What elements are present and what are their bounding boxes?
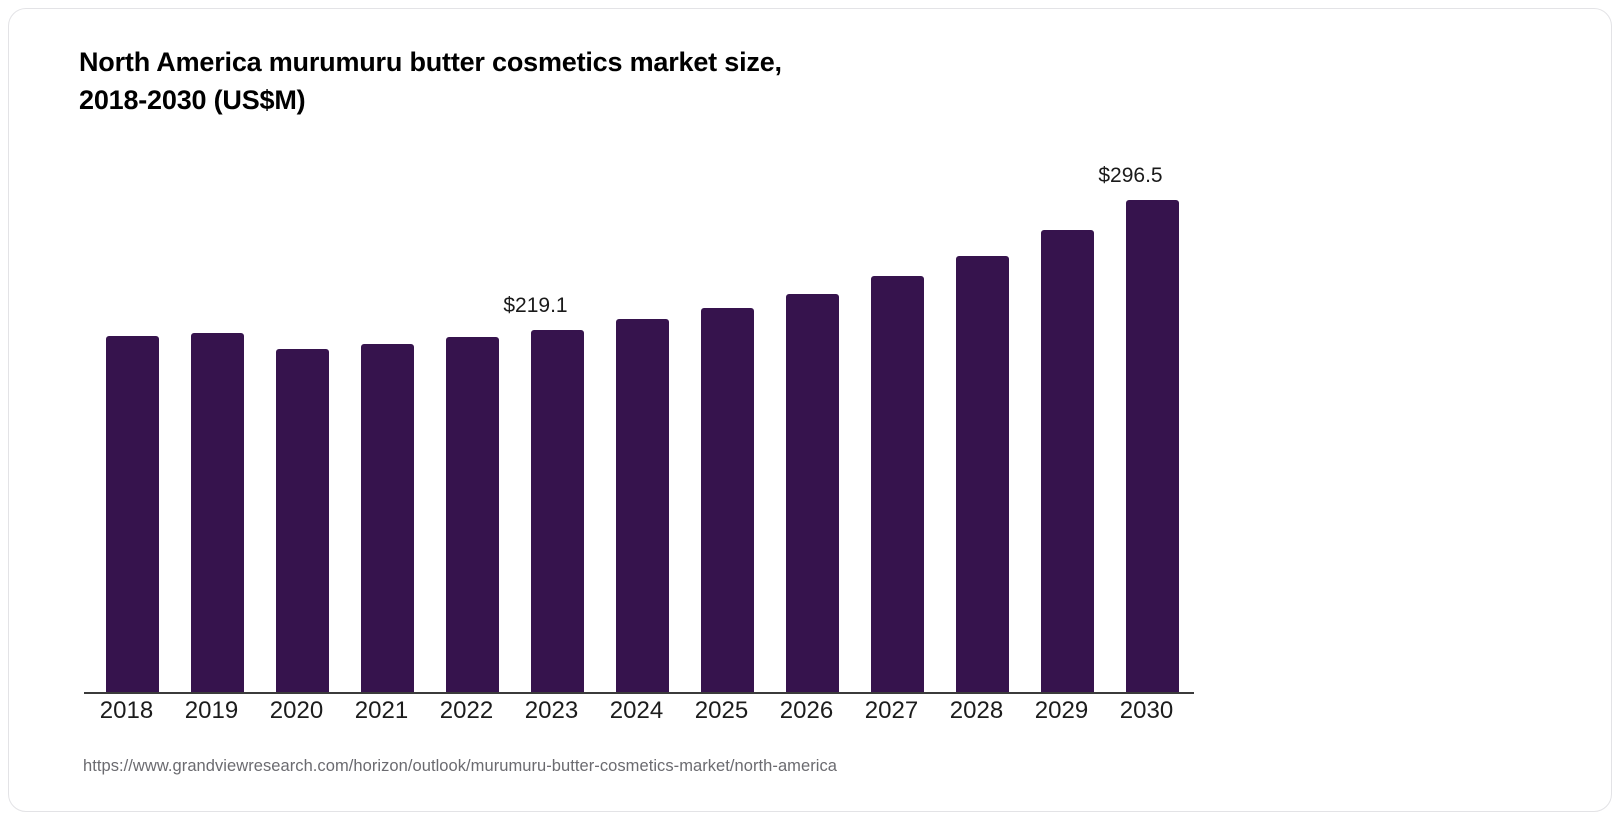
bar-column (594, 149, 679, 692)
bar-column (1019, 149, 1104, 692)
bar-2030[interactable] (1126, 200, 1179, 692)
bar-2024[interactable] (616, 319, 669, 692)
plot-area: $219.1 $296.5 (84, 149, 1199, 694)
source-url[interactable]: https://www.grandviewresearch.com/horizo… (83, 757, 837, 775)
x-tick-2019: 2019 (184, 697, 239, 724)
x-tick-2028: 2028 (949, 697, 1004, 724)
bar-2028[interactable] (956, 256, 1009, 692)
x-tick-2029: 2029 (1034, 697, 1089, 724)
x-tick-2030: 2030 (1119, 697, 1174, 724)
x-tick-2023: 2023 (524, 697, 579, 724)
bar-series: $219.1 $296.5 (84, 149, 1194, 692)
bar-column (424, 149, 509, 692)
bar-2025[interactable] (701, 308, 754, 692)
bar-column: $296.5 (1098, 149, 1189, 692)
x-axis-line (84, 692, 1194, 694)
bar-column (84, 149, 169, 692)
bar-column (764, 149, 849, 692)
bar-column (254, 149, 339, 692)
bar-2021[interactable] (361, 343, 414, 692)
x-tick-2024: 2024 (609, 697, 664, 724)
x-axis-tick-labels: 2018 2019 2020 2021 2022 2023 2024 2025 2026 2027… (84, 697, 1199, 731)
chart-card: North America murumuru butter cosmetics … (8, 8, 1612, 812)
bar-2029[interactable] (1041, 230, 1094, 692)
bar-value-label-2030: $296.5 (1098, 164, 1163, 187)
bar-column (934, 149, 1019, 692)
bar-column (339, 149, 424, 692)
page-title: North America murumuru butter cosmetics … (79, 47, 782, 116)
bar-column (849, 149, 934, 692)
x-tick-2020: 2020 (269, 697, 324, 724)
bar-2020[interactable] (276, 348, 329, 692)
x-tick-2025: 2025 (694, 697, 749, 724)
bar-2018[interactable] (106, 336, 159, 692)
bar-2027[interactable] (871, 276, 924, 692)
bar-2023[interactable] (531, 330, 584, 692)
x-tick-2021: 2021 (354, 697, 409, 724)
x-tick-2026: 2026 (779, 697, 834, 724)
bar-column (679, 149, 764, 692)
bar-2019[interactable] (191, 333, 244, 692)
bar-column: $219.1 (503, 149, 594, 692)
x-tick-2018: 2018 (99, 697, 154, 724)
bar-column (169, 149, 254, 692)
bar-2022[interactable] (446, 337, 499, 692)
x-tick-2022: 2022 (439, 697, 494, 724)
x-tick-2027: 2027 (864, 697, 919, 724)
bar-value-label-2023: $219.1 (503, 294, 568, 317)
bar-2026[interactable] (786, 294, 839, 692)
